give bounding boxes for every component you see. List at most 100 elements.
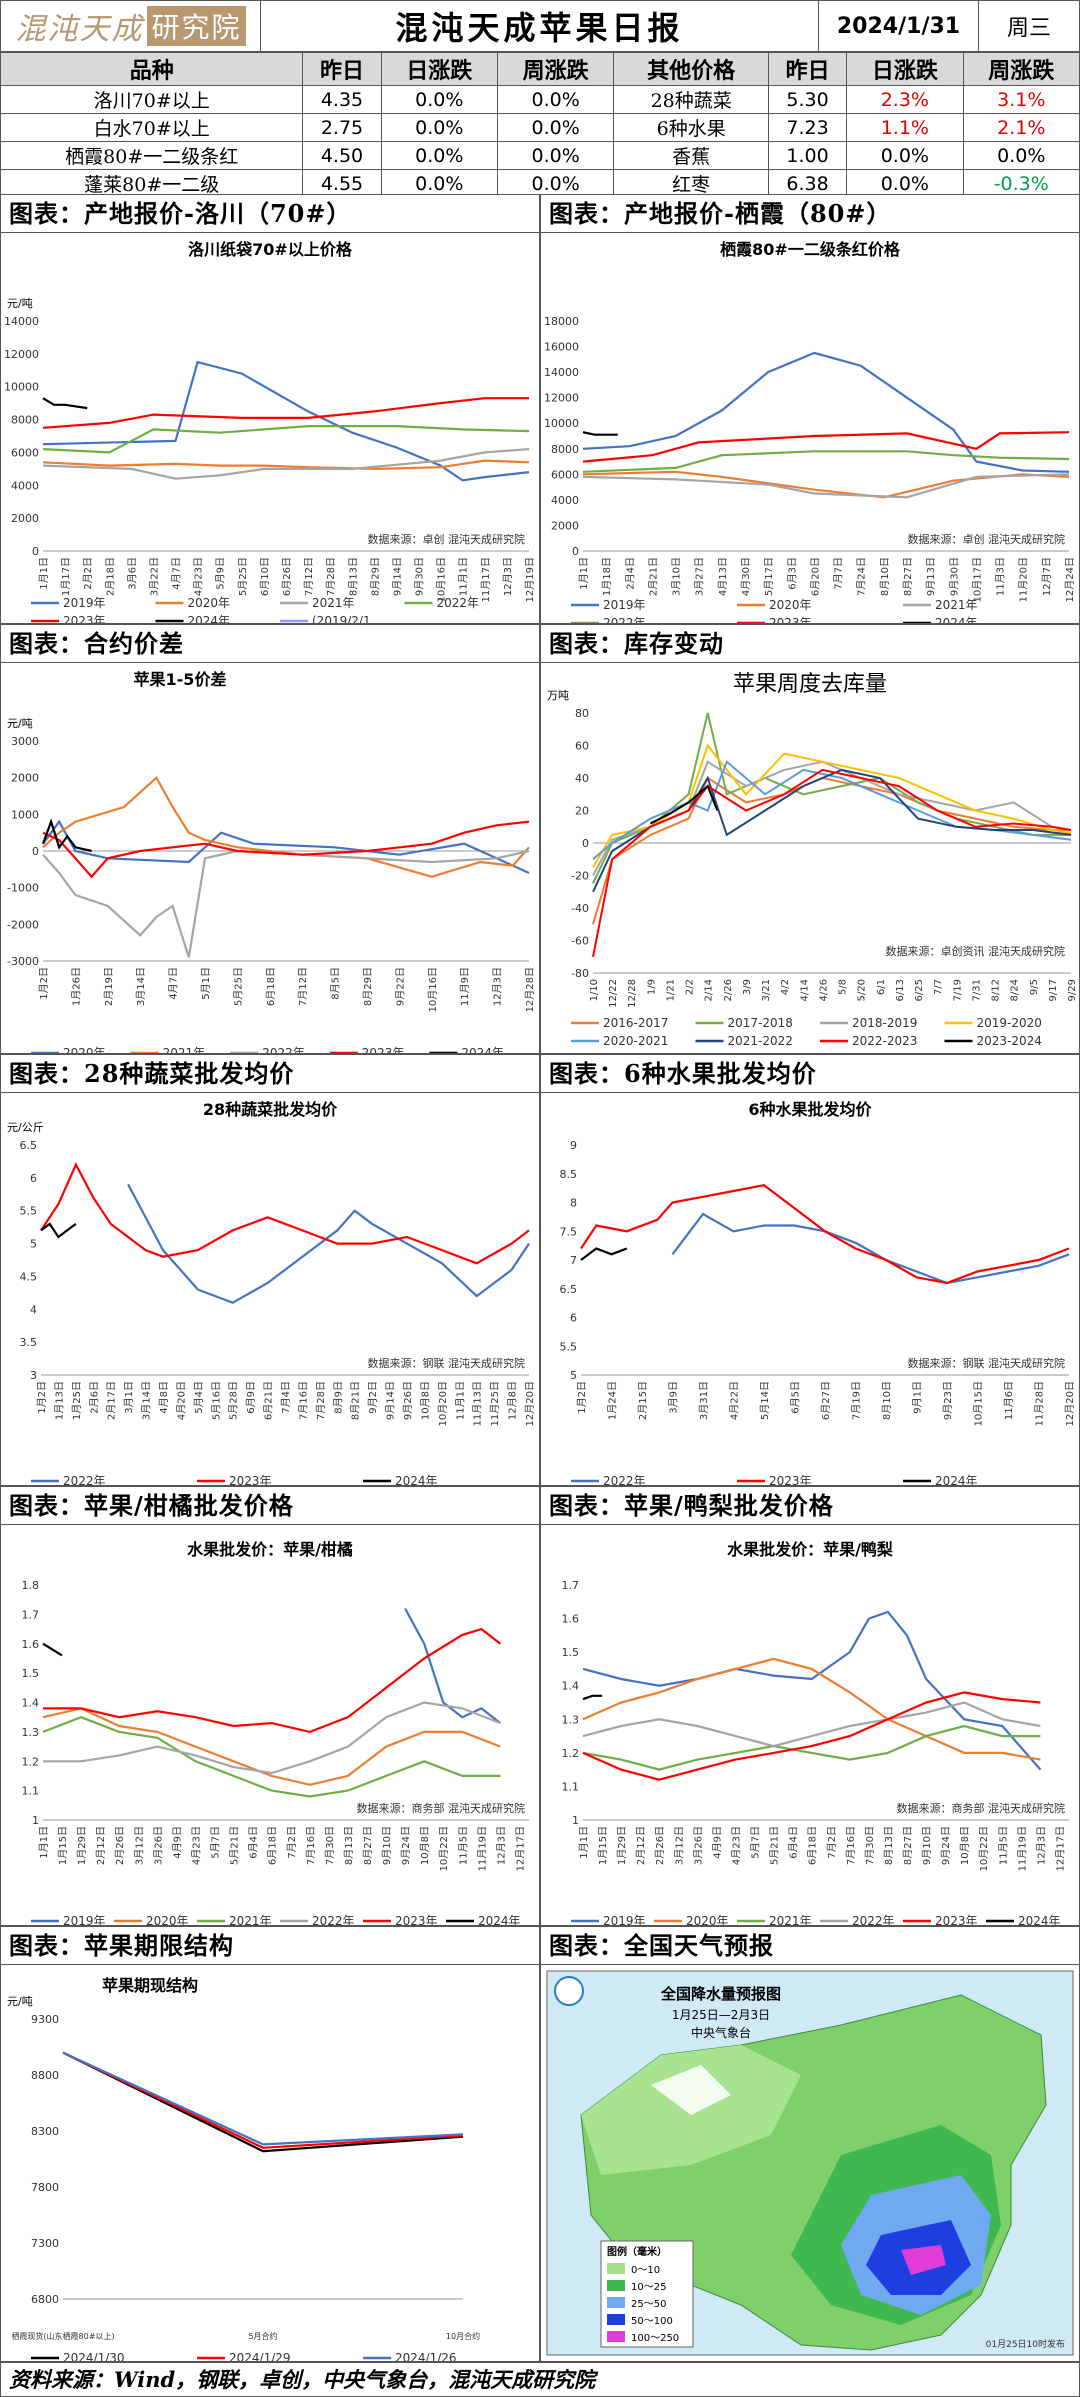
- y-tick-label: 0: [582, 837, 589, 850]
- legend-label: 2024年: [1018, 1914, 1061, 1925]
- y-tick-label: 1.7: [562, 1579, 580, 1592]
- x-tick-label: 12月7日: [1041, 557, 1053, 596]
- series-line: [582, 431, 1070, 463]
- price-cell: 0.0%: [496, 85, 615, 114]
- x-tick-label: 4/2: [780, 979, 791, 995]
- series-line: [582, 473, 1070, 499]
- y-tick-label: 1.5: [562, 1646, 580, 1659]
- map-legend-swatch: [607, 2331, 625, 2342]
- y-tick-label: 80: [575, 707, 589, 720]
- legend-label: 2022年: [312, 1914, 355, 1925]
- legend-item: 2021年: [197, 1914, 272, 1925]
- legend-label: 2022年: [603, 1474, 646, 1485]
- legend-label: 2023年: [769, 1474, 812, 1485]
- legend-item: 2020年: [114, 1914, 189, 1925]
- x-tick-label: 5月25日: [237, 557, 249, 596]
- x-tick-label: 3月22日: [148, 557, 160, 596]
- x-tick-label: 3/9: [742, 979, 753, 995]
- y-tick-label: 1.4: [22, 1697, 40, 1710]
- legend-label: 2024年: [935, 1474, 978, 1485]
- legend-item: 2022年: [571, 1474, 646, 1485]
- x-tick-label: 8月13日: [343, 1826, 355, 1865]
- x-tick-label: 8月9日: [332, 1381, 344, 1414]
- x-tick-label: 8月27日: [362, 1826, 374, 1865]
- x-tick-label: 9月2日: [367, 1381, 379, 1414]
- legend-label: (2019/2/1: [312, 614, 371, 623]
- x-tick-label: 7月28日: [325, 557, 337, 596]
- x-tick-label: 7/31: [971, 979, 982, 1001]
- chart-panel-p10: 图表：全国天气预报 全国降水量预报图 1月25日—2月3日 中央气象台 图例（毫米） 0～…: [540, 1926, 1080, 2362]
- y-tick-label: 1: [32, 1814, 39, 1827]
- price-cell: 0.0%: [496, 169, 615, 198]
- x-tick-label: 8/24: [1010, 979, 1021, 1001]
- price-cell: 2.75: [302, 113, 382, 142]
- x-tick-label: 1月25日: [71, 1381, 83, 1420]
- price-row: 栖霞80#一二级条红 4.50 0.0% 0.0% 香蕉 1.00 0.0% 0.0%: [0, 141, 1080, 170]
- y-tick-label: 1.2: [22, 1755, 40, 1768]
- y-tick-label: 1.3: [22, 1726, 40, 1739]
- series-line: [649, 784, 719, 825]
- y-tick-label: 6: [570, 1312, 577, 1325]
- x-tick-label: 2/26: [723, 979, 734, 1001]
- series-line: [42, 1642, 63, 1657]
- panel-heading: 图表：苹果/柑橘批发价格: [1, 1487, 539, 1525]
- legend-item: 2022年: [571, 616, 646, 623]
- x-tick-label: 2月12日: [95, 1826, 107, 1865]
- y-tick-label: 12000: [4, 348, 39, 361]
- legend-item: (2019/2/1: [280, 614, 371, 623]
- y-tick-label: 14000: [544, 366, 579, 379]
- series-line: [582, 450, 1070, 473]
- chart-source: 数据来源：商务部 混沌天成研究院: [357, 1801, 526, 1815]
- legend-label: 2020年: [146, 1914, 189, 1925]
- y-tick-label: 7800: [31, 2181, 59, 2194]
- price-row: 洛川70#以上 4.35 0.0% 0.0% 28种蔬菜 5.30 2.3% 3.1%: [0, 85, 1080, 114]
- price-table-header: 品种 昨日 日涨跌 周涨跌 其他价格 昨日 日涨跌 周涨跌: [0, 52, 1080, 86]
- map-region-magenta: [901, 2245, 946, 2275]
- y-tick-label: 1: [572, 1814, 579, 1827]
- y-tick-label: 8.5: [560, 1168, 578, 1181]
- x-tick-label: 1月17日: [60, 557, 72, 596]
- legend-label: 2023年: [395, 1914, 438, 1925]
- legend-item: 2022年: [280, 1914, 355, 1925]
- chart-panel-p3: 图表：合约价差 苹果1-5价差 元/吨 -3000 -2000 -1000 0 1000 200…: [0, 624, 540, 1054]
- x-tick-label: 12月3日: [492, 967, 504, 1006]
- y-tick-label: -3000: [7, 955, 39, 968]
- series-line: [592, 743, 1072, 868]
- legend-label: 2021年: [229, 1914, 272, 1925]
- y-tick-label: 7: [570, 1254, 577, 1267]
- legend-label: 2020年: [769, 598, 812, 612]
- x-tick-label: 7月19日: [851, 1381, 863, 1420]
- logo-box: 研究院: [147, 6, 246, 46]
- chart-svg-p7: 水果批发价：苹果/柑橘 1 1.1 1.2 1.3 1.4 1.5 1.6 1.7 1.8 1月1日…: [22, 1540, 529, 1925]
- map-legend-title: 图例（毫米）: [607, 2245, 667, 2258]
- series-line: [42, 849, 530, 958]
- legend-item: 2022-2023: [820, 1034, 917, 1048]
- x-tick-label: 2月6日: [88, 1381, 100, 1414]
- x-tick-label: 10月20日: [437, 1381, 449, 1426]
- series-line: [582, 351, 1070, 473]
- series-line: [43, 1701, 501, 1775]
- price-cell: 洛川70#以上: [0, 85, 304, 114]
- y-tick-label: 7.5: [560, 1225, 578, 1238]
- x-tick-label: 2月2日: [82, 557, 94, 590]
- x-tick-label: 3月26日: [152, 1826, 164, 1865]
- price-table: 品种 昨日 日涨跌 周涨跌 其他价格 昨日 日涨跌 周涨跌 洛川70#以上 4.35 0.0% 0.…: [0, 52, 1080, 198]
- legend-label: 2020年: [63, 1046, 106, 1053]
- legend-label: 2018-2019: [852, 1016, 917, 1030]
- chart-source: 数据来源：商务部 混沌天成研究院: [897, 1801, 1066, 1815]
- chart-panel-p1: 图表：产地报价-洛川（70#） 洛川纸袋70#以上价格 元/吨 0 2000 4000 60…: [0, 194, 540, 624]
- y-tick-label: 1.2: [562, 1747, 580, 1760]
- chart-svg-p2: 栖霞80#一二级条红价格 0 2000 4000 6000 8000 10000 12000 1…: [544, 240, 1076, 623]
- series-line: [62, 2051, 464, 2146]
- x-tick-label: 1月29日: [76, 1826, 88, 1865]
- chart-svg-p8: 水果批发价：苹果/鸭梨 1 1.1 1.2 1.3 1.4 1.5 1.6 1.7 1月1日 1月1…: [562, 1540, 1069, 1925]
- panel-heading: 图表：苹果期限结构: [1, 1927, 539, 1965]
- chart-svg-p6: 6种水果批发均价 5 5.5 6 6.5 7 7.5 8 8.5 9 1月2日 1月24日 2月15日 3…: [560, 1100, 1077, 1485]
- legend-label: 2017-2018: [728, 1016, 793, 1030]
- legend-label: 2023年: [229, 1474, 272, 1485]
- y-tick-label: 8800: [31, 2069, 59, 2082]
- x-tick-label: 1/21: [665, 979, 676, 1001]
- legend-item: 2022年: [404, 596, 479, 610]
- y-tick-label: 1.1: [22, 1785, 40, 1798]
- x-tick-label: 6/1: [876, 979, 887, 995]
